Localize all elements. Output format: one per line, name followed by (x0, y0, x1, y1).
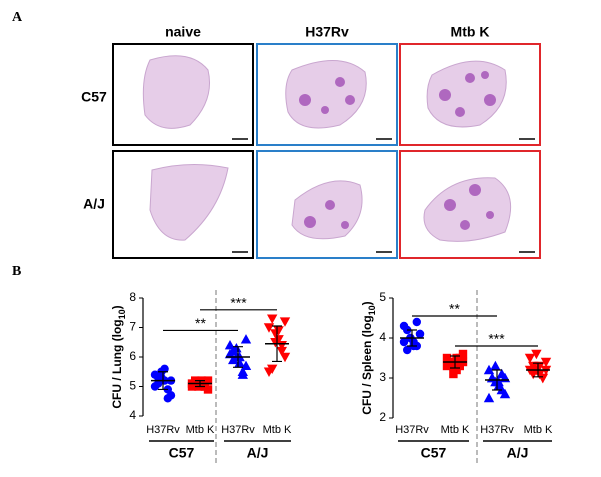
y-axis-label: CFU / Spleen (log10) (360, 301, 377, 414)
column-header: Mtb K (451, 24, 490, 40)
column-header: naive (165, 24, 201, 40)
y-axis-label-part: CFU / Spleen (log (360, 315, 374, 414)
y-axis-label-part: ) (360, 301, 374, 305)
group-label: C57 (421, 445, 447, 461)
data-point (524, 353, 536, 364)
data-point (403, 345, 412, 355)
data-point (458, 349, 468, 359)
group-label: C57 (169, 445, 195, 461)
data-point (203, 376, 213, 385)
data-point (531, 349, 542, 360)
data-point (240, 360, 252, 371)
data-point (483, 392, 495, 403)
x-tick-label: H37Rv (480, 424, 514, 436)
error-bar (158, 371, 168, 391)
y-axis-label-part: 10 (117, 309, 127, 319)
y-tick-label: 2 (379, 410, 386, 424)
column-header: H37Rv (305, 24, 349, 40)
lesions (299, 71, 496, 230)
data-point (276, 346, 287, 357)
y-tick-label: 5 (379, 290, 386, 304)
data-point (537, 373, 548, 384)
x-tick-label: H37Rv (146, 424, 180, 436)
significance-label: *** (488, 331, 505, 347)
y-axis-label-part: CFU / Lung (log (110, 319, 124, 408)
error-bar (492, 369, 502, 391)
significance-label: ** (195, 315, 206, 331)
panel-label: A (12, 10, 23, 25)
x-tick-label: Mtb K (441, 424, 470, 436)
y-axis-label-part: ) (110, 305, 124, 309)
y-tick-label: 5 (129, 379, 136, 393)
group-label: A/J (507, 445, 529, 461)
data-point (493, 376, 504, 387)
data-point (483, 364, 495, 375)
y-axis-label-part: 10 (367, 305, 377, 315)
tissue (142, 55, 512, 242)
data-point (150, 370, 160, 379)
x-tick-label: Mtb K (263, 424, 292, 436)
significance-label: ** (449, 301, 460, 317)
x-tick-label: Mtb K (186, 424, 215, 436)
y-tick-label: 3 (379, 370, 386, 384)
data-point (267, 364, 278, 374)
data-point (528, 369, 539, 380)
x-tick-label: Mtb K (524, 424, 553, 436)
y-tick-label: 4 (379, 330, 386, 344)
x-tick-label: H37Rv (221, 424, 255, 436)
data-point (273, 326, 284, 336)
data-point (452, 353, 461, 363)
panel-label: B (12, 264, 21, 279)
data-point (415, 329, 425, 339)
error-bar (450, 355, 460, 369)
y-tick-label: 6 (129, 349, 136, 363)
data-point (237, 369, 248, 379)
data-point (540, 357, 552, 368)
data-point (490, 360, 501, 371)
data-point (449, 369, 458, 379)
error-bar (195, 380, 205, 388)
data-point (228, 354, 239, 365)
data-point (263, 323, 275, 333)
data-point (412, 317, 421, 327)
y-tick-label: 7 (129, 320, 136, 334)
data-point (231, 342, 242, 353)
error-bar (533, 362, 543, 378)
data-point (399, 337, 409, 347)
y-tick-label: 8 (129, 290, 136, 304)
scale-bars (232, 138, 535, 253)
row-header: C57 (81, 89, 107, 105)
error-bar (233, 346, 243, 368)
row-header: A/J (83, 196, 105, 212)
data-point (234, 357, 245, 368)
y-axis-label: CFU / Lung (log10) (110, 305, 127, 408)
data-point (534, 361, 545, 372)
data-point (267, 314, 278, 324)
significance-label: *** (230, 295, 247, 311)
data-point (487, 372, 498, 383)
data-point (240, 334, 252, 344)
y-tick-label: 4 (129, 408, 136, 422)
x-tick-label: H37Rv (395, 424, 429, 436)
data-point (270, 338, 281, 348)
data-point (160, 364, 169, 373)
group-label: A/J (247, 445, 269, 461)
data-point (279, 317, 291, 327)
error-bar (407, 329, 417, 347)
error-bar (272, 325, 282, 363)
